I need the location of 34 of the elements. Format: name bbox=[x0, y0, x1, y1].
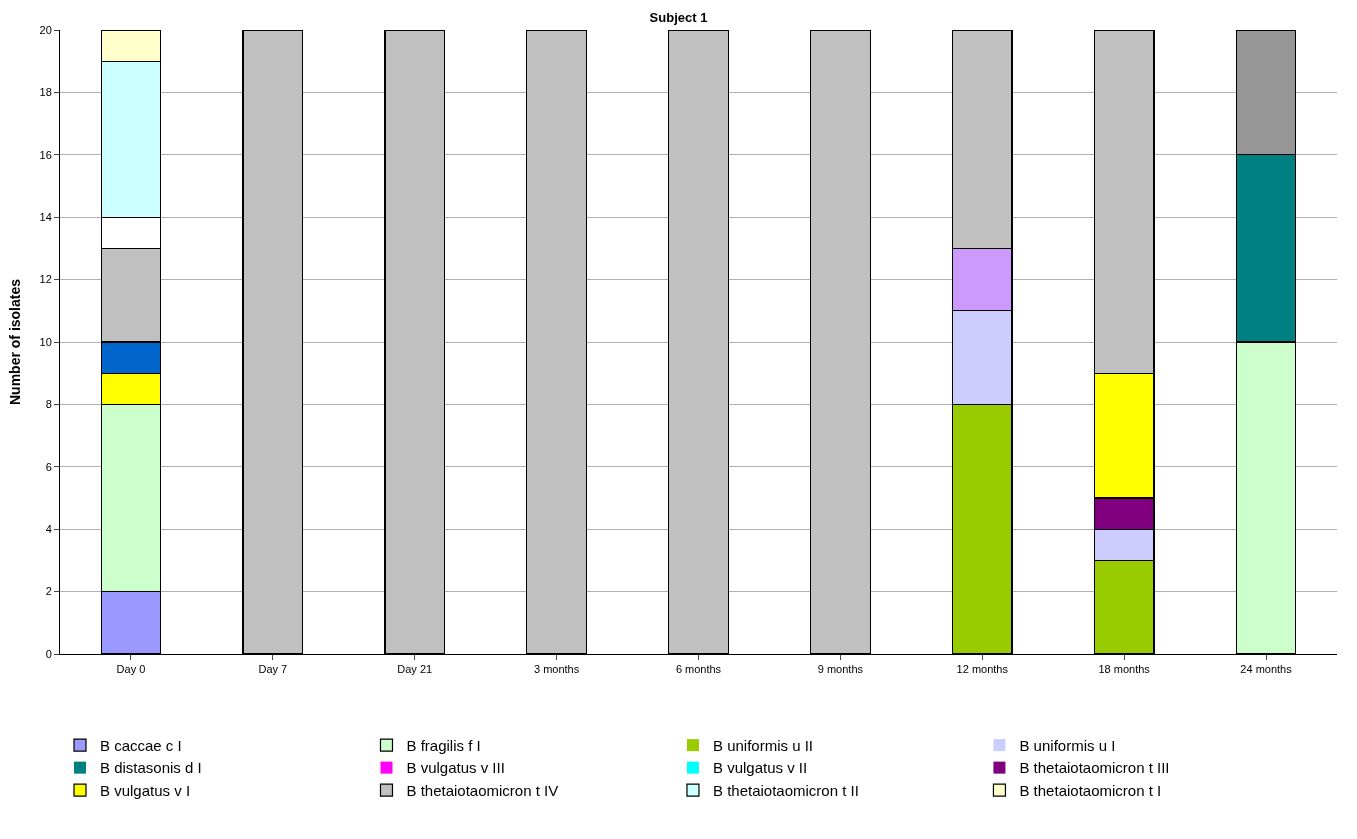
x-tick-label: Day 0 bbox=[116, 663, 146, 676]
legend-label: B uniformis u I bbox=[1019, 736, 1116, 754]
legend-label: B thetaiotaomicron t II bbox=[712, 781, 859, 799]
y-tick-label: 18 bbox=[39, 86, 52, 99]
legend-label: B thetaiotaomicron t IV bbox=[406, 781, 559, 799]
x-tick-label: 24 months bbox=[1240, 663, 1293, 676]
x-tick-label: 6 months bbox=[675, 663, 722, 676]
legend-label: B distasonis d I bbox=[100, 759, 202, 777]
x-tick-label: 18 months bbox=[1098, 663, 1151, 676]
y-tick-label: 6 bbox=[45, 460, 52, 473]
y-tick-label: 0 bbox=[45, 647, 52, 660]
x-tick-label: Day 21 bbox=[397, 663, 433, 676]
y-tick-label: 10 bbox=[39, 335, 52, 348]
y-axis-title: Number of isolates bbox=[7, 278, 24, 406]
y-tick-label: 8 bbox=[45, 398, 52, 411]
x-tick-label: Day 7 bbox=[258, 663, 288, 676]
legend-label: B vulgatus v III bbox=[406, 759, 505, 777]
legend-label: B vulgatus v II bbox=[712, 759, 808, 777]
y-tick-label: 16 bbox=[39, 148, 52, 161]
y-tick-label: 20 bbox=[39, 23, 52, 36]
legend-label: B thetaiotaomicron t I bbox=[1019, 781, 1162, 799]
legend-label: B caccae c I bbox=[100, 736, 182, 754]
legend-label: B thetaiotaomicron t III bbox=[1019, 759, 1170, 777]
legend-label: B fragilis f I bbox=[406, 736, 481, 754]
legend-label: B vulgatus v I bbox=[100, 781, 191, 799]
y-tick-label: 2 bbox=[45, 585, 52, 598]
chart-title: Subject 1 bbox=[649, 9, 708, 25]
x-tick-label: 12 months bbox=[956, 663, 1009, 676]
y-tick-label: 12 bbox=[39, 273, 52, 286]
y-tick-label: 4 bbox=[45, 523, 52, 536]
y-tick-label: 14 bbox=[39, 211, 52, 224]
legend-label: B uniformis u II bbox=[712, 736, 814, 754]
x-tick-label: 3 months bbox=[533, 663, 580, 676]
x-tick-label: 9 months bbox=[817, 663, 864, 676]
